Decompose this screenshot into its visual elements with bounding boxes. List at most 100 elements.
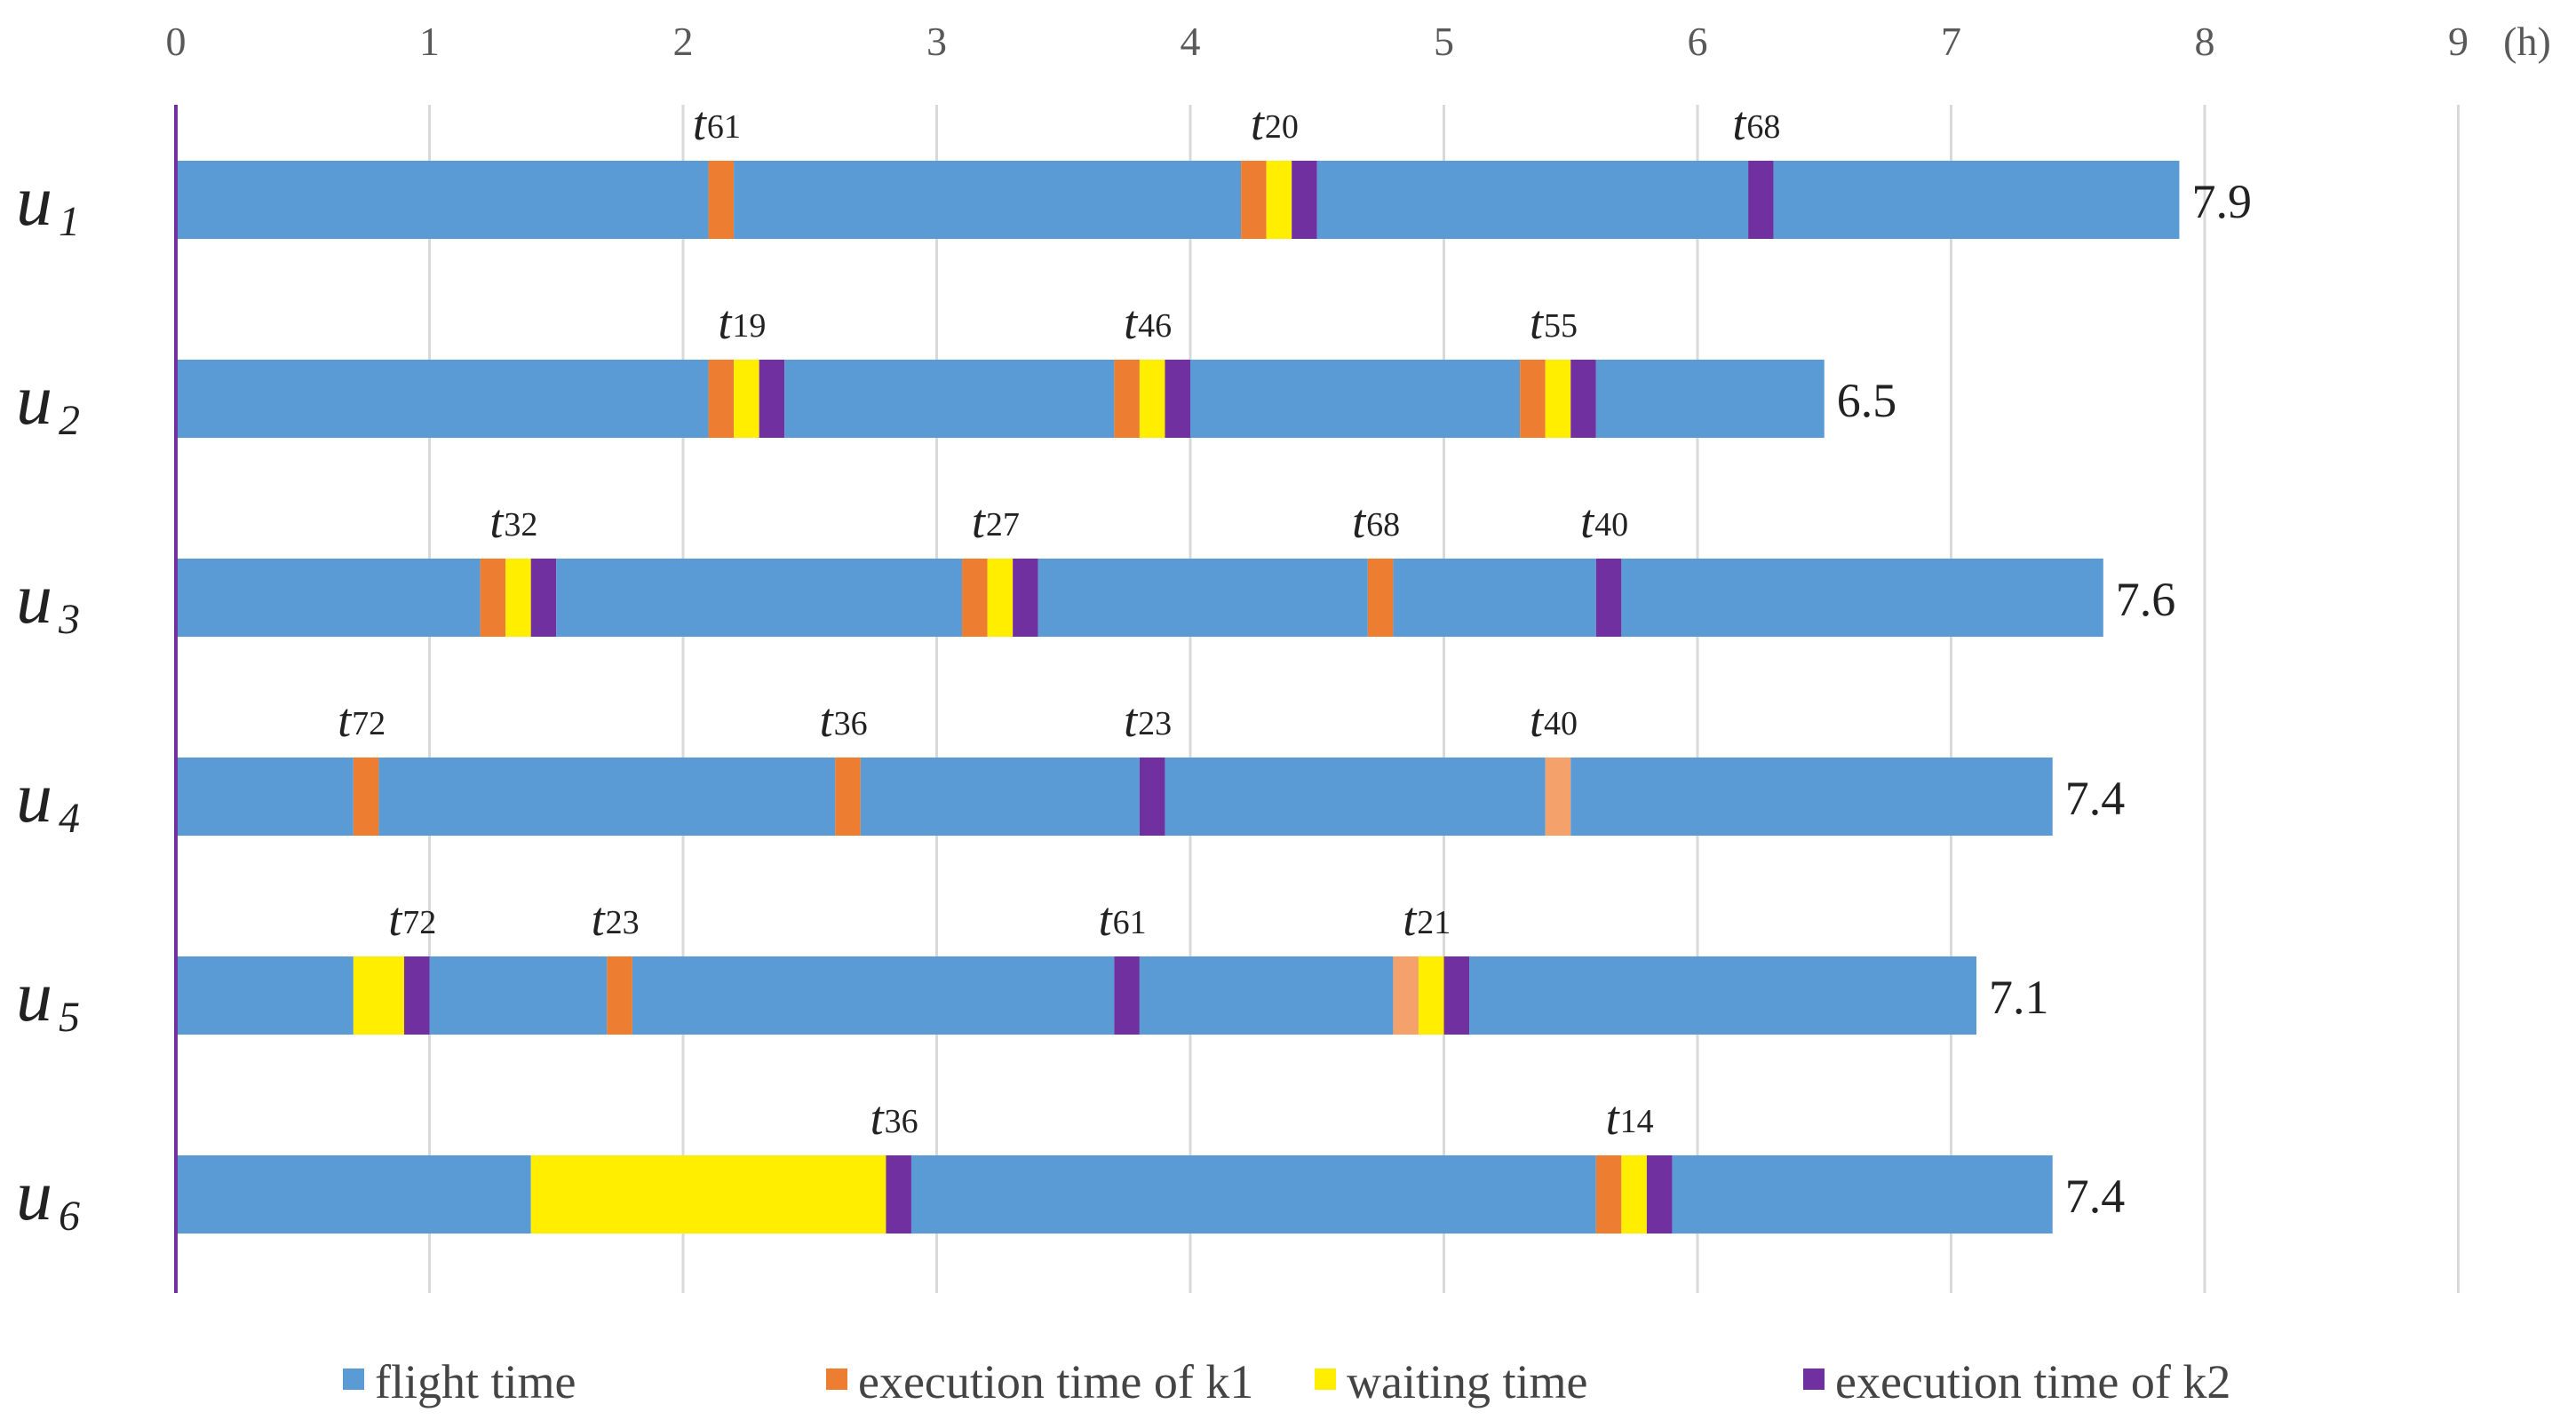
bar-segment-flight (176, 758, 354, 836)
row-label: u (16, 956, 52, 1036)
task-label: t (1124, 694, 1139, 747)
row-label-subscript: 6 (59, 1193, 80, 1240)
task-label: t (1352, 495, 1367, 548)
bar-segment-flight (1773, 161, 2180, 239)
bar-segment-exec1 (708, 161, 735, 239)
row-label-subscript: 1 (59, 198, 80, 245)
task-label: t (1251, 97, 1266, 150)
bars (176, 161, 2180, 1234)
bar-segment-flight (176, 161, 709, 239)
bar-segment-exec2 (1139, 758, 1165, 836)
row-label-subscript: 3 (58, 596, 80, 643)
bar-segment-flight (1139, 956, 1394, 1035)
task-label: t (693, 97, 708, 150)
task-label: t (388, 892, 403, 946)
task-label-subscript: 32 (504, 506, 537, 543)
task-label: t (1580, 495, 1595, 548)
task-label: t (338, 694, 353, 747)
task-label-subscript: 68 (1746, 108, 1780, 146)
bar-segment-wait (1266, 161, 1292, 239)
bar-segment-flight (1393, 559, 1596, 637)
bar-segment-exec1 (1241, 161, 1267, 239)
bar-segment-flight (176, 1155, 531, 1234)
bar-segment-exec1 (962, 559, 988, 637)
bar-segment-flight (1595, 360, 1825, 438)
task-label-subscript: 72 (352, 705, 386, 742)
bar-segment-wait (734, 360, 759, 438)
task-label-subscript: 61 (1113, 904, 1147, 941)
bar-segment-exec2 (1292, 161, 1317, 239)
legend-label: execution time of k1 (858, 1355, 1253, 1408)
bar-segment-exec2 (1443, 956, 1470, 1035)
task-label: t (1099, 892, 1114, 946)
task-label: t (718, 296, 733, 349)
bar-segment-flight (1672, 1155, 2053, 1234)
bar-segment-exec2 (530, 559, 557, 637)
x-axis-ticks: 0 1 2 3 4 5 6 7 8 9 (h) (166, 19, 2551, 64)
bar-segment-exec2 (1570, 360, 1596, 438)
bar-segment-flight (176, 559, 481, 637)
task-label-subscript: 61 (707, 108, 741, 146)
bar-segment-flight (632, 956, 1115, 1035)
bar-segment-flight (556, 559, 963, 637)
task-label: t (489, 495, 505, 548)
bar-segment-exec1 (480, 559, 506, 637)
bar-segment-exec1 (1595, 1155, 1622, 1234)
legend-swatch-exec1 (826, 1368, 847, 1390)
x-tick-label: 3 (926, 19, 947, 64)
x-tick-label: 4 (1181, 19, 1201, 64)
bar-segment-exec2 (1595, 559, 1622, 637)
row-total-label: 6.5 (1837, 374, 1897, 427)
bar-segment-exec2 (1114, 956, 1140, 1035)
row-total-label: 7.4 (2065, 1170, 2126, 1223)
task-label-subscript: 40 (1544, 705, 1578, 742)
bar-segment-flight (1316, 161, 1749, 239)
grid-lines (428, 105, 2460, 1293)
bar-segment-exec1-light (1545, 758, 1571, 836)
bar-segment-flight (378, 758, 836, 836)
row-label: u (16, 558, 52, 639)
row-total-label: 7.4 (2065, 772, 2126, 825)
bar-segment-flight (1038, 559, 1368, 637)
task-label: t (1124, 296, 1139, 349)
bar-segment-flight (1190, 360, 1521, 438)
bar-segment-wait (987, 559, 1014, 637)
task-label: t (972, 495, 987, 548)
task-label-subscript: 21 (1417, 904, 1451, 941)
task-label: t (592, 892, 607, 946)
x-tick-label: 1 (419, 19, 440, 64)
bar-segment-flight (1570, 758, 2053, 836)
x-tick-label: 7 (1941, 19, 1961, 64)
legend-swatch-flight (343, 1368, 364, 1390)
row-label: u (16, 1154, 52, 1235)
task-label-subscript: 27 (986, 506, 1020, 543)
row-label: u (16, 359, 52, 440)
task-label: t (820, 694, 835, 747)
bar-segment-exec2 (886, 1155, 911, 1234)
x-tick-label: 6 (1688, 19, 1708, 64)
row-label-subscript: 2 (59, 397, 80, 444)
x-axis-unit: (h) (2503, 19, 2551, 64)
row-total-label: 7.1 (1989, 971, 2049, 1024)
row-total-label: 7.9 (2191, 175, 2252, 228)
task-label-subscript: 40 (1594, 506, 1628, 543)
x-tick-label: 2 (673, 19, 694, 64)
task-label-subscript: 23 (1138, 705, 1172, 742)
bar-segment-exec1 (353, 758, 379, 836)
bar-segment-exec1 (835, 758, 861, 836)
task-label: t (871, 1091, 886, 1145)
bar-segment-exec1 (1367, 559, 1394, 637)
task-label: t (1530, 296, 1545, 349)
row-label-subscript: 4 (59, 795, 80, 842)
bar-segment-flight (734, 161, 1242, 239)
task-label-subscript: 68 (1366, 506, 1400, 543)
bar-segment-wait (1621, 1155, 1647, 1234)
bar-segment-flight (429, 956, 608, 1035)
bar-segment-exec2 (1748, 161, 1774, 239)
legend: flight time execution time of k1 waiting t… (343, 1355, 2230, 1408)
bar-segment-exec2 (1165, 360, 1190, 438)
bar-segment-wait (530, 1155, 886, 1234)
task-label-subscript: 72 (402, 904, 436, 941)
x-tick-label: 9 (2448, 19, 2469, 64)
row-total-label: 7.6 (2116, 573, 2176, 626)
